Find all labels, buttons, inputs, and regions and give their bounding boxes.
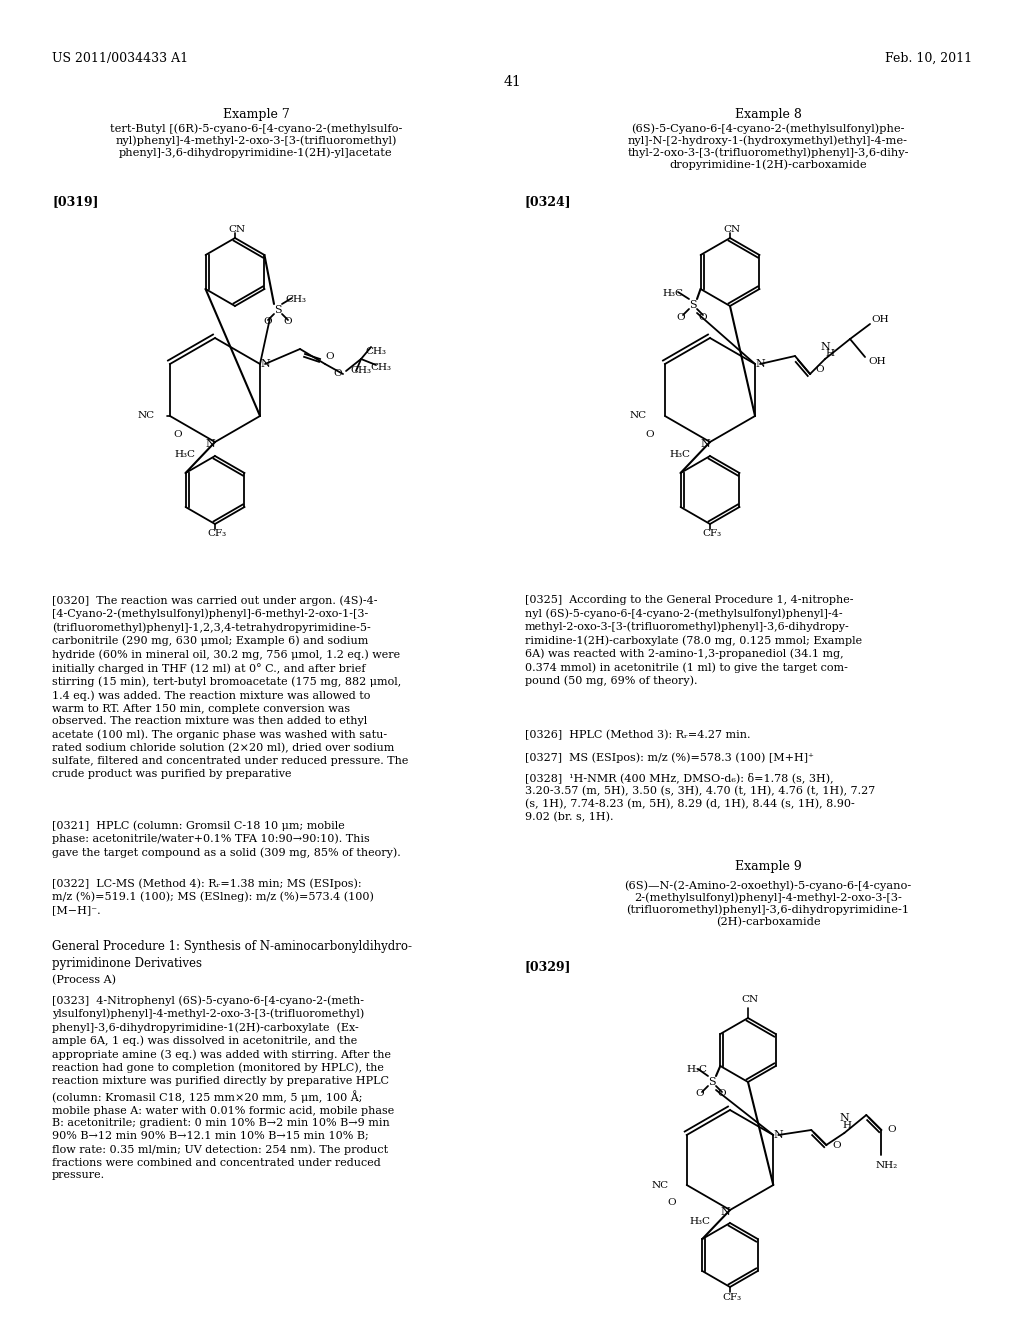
Text: O: O: [831, 1140, 841, 1150]
Text: H: H: [843, 1121, 852, 1130]
Text: CF₃: CF₃: [208, 529, 226, 539]
Text: NC: NC: [651, 1180, 669, 1189]
Text: Example 8: Example 8: [734, 108, 802, 121]
Text: General Procedure 1: Synthesis of N-aminocarbonyldihydro-
pyrimidinone Derivativ: General Procedure 1: Synthesis of N-amin…: [52, 940, 412, 969]
Text: N: N: [820, 342, 829, 352]
Text: NC: NC: [630, 412, 647, 421]
Text: N: N: [700, 440, 710, 449]
Text: CF₃: CF₃: [723, 1292, 741, 1302]
Text: N: N: [205, 440, 215, 449]
Text: O: O: [264, 318, 272, 326]
Text: (Process A): (Process A): [52, 975, 116, 985]
Text: O: O: [646, 429, 654, 438]
Text: O: O: [718, 1089, 726, 1098]
Text: O: O: [816, 364, 824, 374]
Text: CH₃: CH₃: [286, 296, 306, 305]
Text: [0320]  The reaction was carried out under argon. (4S)-4-
[4-Cyano-2-(methylsulf: [0320] The reaction was carried out unde…: [52, 595, 409, 779]
Text: O: O: [695, 1089, 705, 1098]
Text: [0325]  According to the General Procedure 1, 4-nitrophe-
nyl (6S)-5-cyano-6-[4-: [0325] According to the General Procedur…: [525, 595, 862, 686]
Text: O: O: [173, 429, 182, 438]
Text: O: O: [284, 318, 292, 326]
Text: US 2011/0034433 A1: US 2011/0034433 A1: [52, 51, 188, 65]
Text: OH: OH: [871, 314, 889, 323]
Text: N: N: [840, 1113, 849, 1123]
Text: [0324]: [0324]: [525, 195, 571, 209]
Text: O: O: [698, 313, 708, 322]
Text: O: O: [668, 1199, 676, 1206]
Text: Feb. 10, 2011: Feb. 10, 2011: [885, 51, 972, 65]
Text: O: O: [677, 313, 685, 322]
Text: 41: 41: [503, 75, 521, 88]
Text: CF₃: CF₃: [702, 529, 722, 539]
Text: [0326]  HPLC (Method 3): Rᵣ=4.27 min.: [0326] HPLC (Method 3): Rᵣ=4.27 min.: [525, 730, 751, 741]
Text: [0327]  MS (ESIpos): m/z (%)=578.3 (100) [M+H]⁺: [0327] MS (ESIpos): m/z (%)=578.3 (100) …: [525, 752, 814, 763]
Text: [0328]  ¹H-NMR (400 MHz, DMSO-d₆): δ=1.78 (s, 3H),
3.20-3.57 (m, 5H), 3.50 (s, 3: [0328] ¹H-NMR (400 MHz, DMSO-d₆): δ=1.78…: [525, 772, 876, 822]
Text: NH₂: NH₂: [876, 1160, 897, 1170]
Text: [0319]: [0319]: [52, 195, 98, 209]
Text: N: N: [755, 359, 765, 370]
Text: CH₃: CH₃: [366, 346, 386, 355]
Text: H₃C: H₃C: [686, 1065, 708, 1074]
Text: CH₃: CH₃: [350, 367, 372, 375]
Text: H₃C: H₃C: [663, 289, 683, 297]
Text: CN: CN: [723, 224, 740, 234]
Text: H₃C: H₃C: [174, 450, 195, 458]
Text: [0321]  HPLC (column: Gromsil C-18 10 μm; mobile
phase: acetonitrile/water+0.1% : [0321] HPLC (column: Gromsil C-18 10 μm;…: [52, 820, 400, 858]
Text: H₃C: H₃C: [689, 1217, 710, 1226]
Text: CH₃: CH₃: [371, 363, 391, 371]
Text: H: H: [825, 350, 835, 359]
Text: Example 9: Example 9: [734, 861, 802, 873]
Text: [0329]: [0329]: [525, 960, 571, 973]
Text: [0322]  LC-MS (Method 4): Rᵣ=1.38 min; MS (ESIpos):
m/z (%)=519.1 (100); MS (ESl: [0322] LC-MS (Method 4): Rᵣ=1.38 min; MS…: [52, 878, 374, 915]
Text: [0323]  4-Nitrophenyl (6S)-5-cyano-6-[4-cyano-2-(meth-
ylsulfonyl)phenyl]-4-meth: [0323] 4-Nitrophenyl (6S)-5-cyano-6-[4-c…: [52, 995, 394, 1180]
Text: O: O: [334, 370, 342, 379]
Text: CN: CN: [741, 995, 759, 1005]
Text: (6S)-5-Cyano-6-[4-cyano-2-(methylsulfonyl)phe-
nyl]-N-[2-hydroxy-1-(hydroxymethy: (6S)-5-Cyano-6-[4-cyano-2-(methylsulfony…: [628, 123, 908, 170]
Text: OH: OH: [868, 358, 886, 367]
Text: S: S: [689, 300, 696, 310]
Text: tert-Butyl [(6R)-5-cyano-6-[4-cyano-2-(methylsulfo-
nyl)phenyl]-4-methyl-2-oxo-3: tert-Butyl [(6R)-5-cyano-6-[4-cyano-2-(m…: [110, 123, 402, 158]
Text: H₃C: H₃C: [669, 450, 690, 458]
Text: CN: CN: [228, 224, 246, 234]
Text: N: N: [260, 359, 270, 370]
Text: O: O: [326, 351, 335, 360]
Text: N: N: [773, 1130, 783, 1140]
Text: N: N: [720, 1206, 730, 1217]
Text: NC: NC: [138, 412, 155, 421]
Text: O: O: [887, 1126, 896, 1134]
Text: Example 7: Example 7: [222, 108, 290, 121]
Text: (6S)—N-(2-Amino-2-oxoethyl)-5-cyano-6-[4-cyano-
2-(methylsulfonyl)phenyl]-4-meth: (6S)—N-(2-Amino-2-oxoethyl)-5-cyano-6-[4…: [625, 880, 911, 927]
Text: S: S: [274, 305, 282, 315]
Text: S: S: [709, 1077, 716, 1086]
